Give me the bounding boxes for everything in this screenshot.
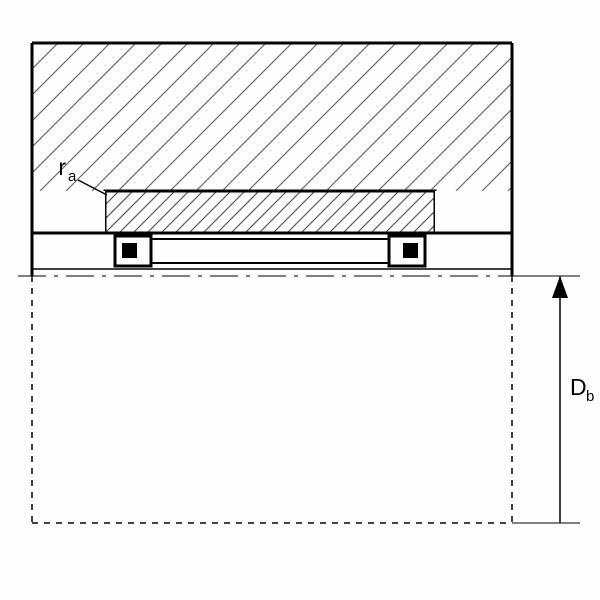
label-ra-sub: a	[68, 168, 77, 185]
roller-core-right	[403, 243, 418, 258]
roller-core-left	[122, 243, 137, 258]
label-ra: r	[58, 154, 66, 180]
label-db: D	[570, 374, 587, 400]
label-db-sub: b	[586, 388, 594, 405]
